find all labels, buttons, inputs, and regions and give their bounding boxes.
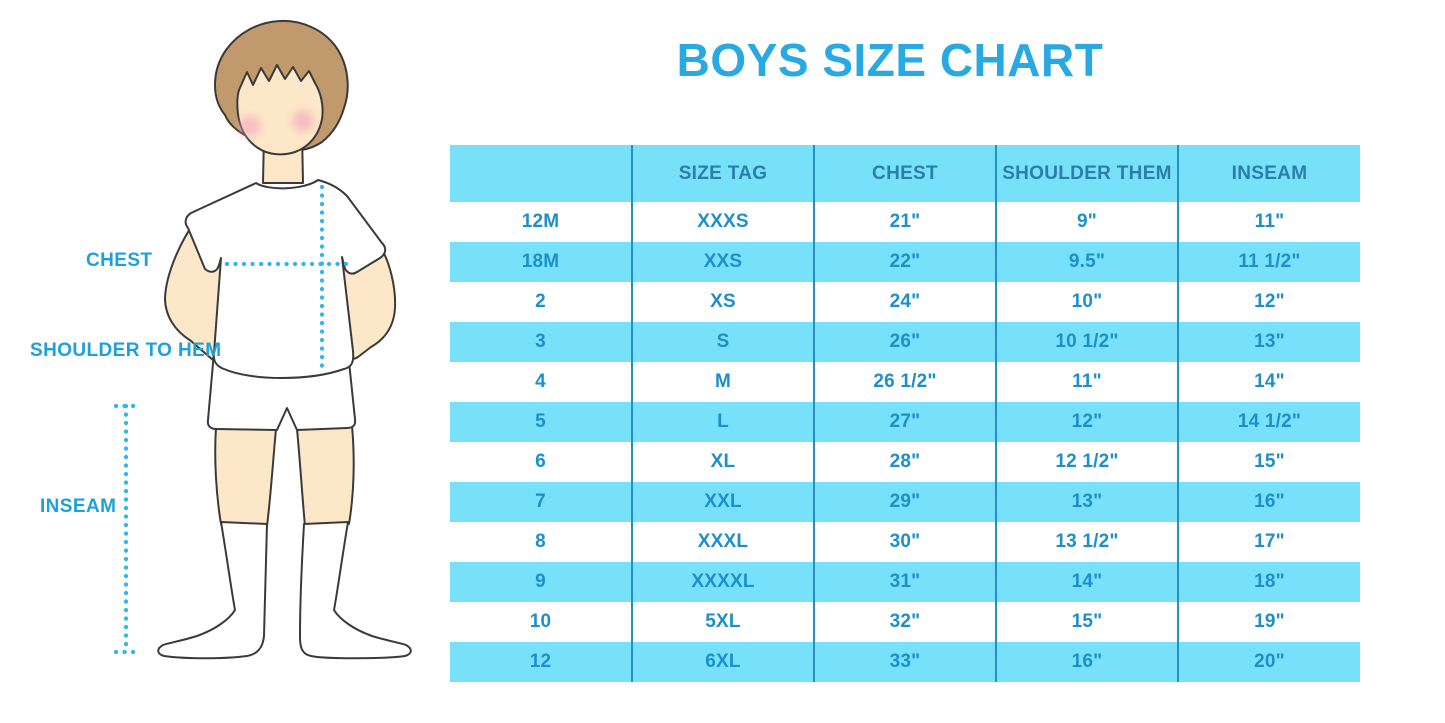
row-value-cell: 13" [1177, 322, 1360, 362]
row-size-cell: 12 [450, 642, 632, 682]
size-chart-table: SIZE TAG CHEST SHOULDER THEM INSEAM 12M X… [450, 145, 1360, 682]
table-row: 12 6XL 33" 16" 20" [450, 642, 1360, 682]
size-chart-table-wrap: SIZE TAG CHEST SHOULDER THEM INSEAM 12M X… [450, 145, 1360, 682]
row-size-cell: 10 [529, 611, 552, 632]
row-value-cell: 11" [1177, 202, 1360, 242]
table-row: 4 M 26 1/2" 11" 14" [450, 362, 1360, 402]
row-value-cell: 28" [813, 442, 996, 482]
table-row: 2 XS 24" 10" 12" [450, 282, 1360, 322]
row-size-cell: 7 [450, 482, 632, 522]
left-sock [157, 521, 268, 660]
row-value-cell: L [631, 402, 814, 442]
row-value-cell: 29" [813, 482, 996, 522]
table-row: 18M XXS 22" 9.5" 11 1/2" [450, 242, 1360, 282]
row-value-cell: 12 1/2" [995, 442, 1178, 482]
row-value-cell: 16" [995, 642, 1178, 682]
row-value-cell: 20" [1177, 642, 1360, 682]
row-size-cell: 2 [535, 291, 546, 312]
header-cell-inseam: INSEAM [1177, 145, 1360, 202]
inseam-label: INSEAM [40, 496, 117, 517]
row-value-cell: 24" [813, 282, 996, 322]
table-row: 9 XXXXL 31" 14" 18" [450, 562, 1360, 602]
row-value-cell: 6XL [631, 642, 814, 682]
row-value-cell: 14" [1177, 362, 1360, 402]
header-cell-blank [450, 145, 632, 202]
row-value-cell: 17" [1177, 522, 1360, 562]
row-size-cell: 4 [535, 371, 546, 392]
table-row: 10 5XL 32" 15" 19" [450, 602, 1360, 642]
row-value-cell: 30" [813, 522, 996, 562]
row-value-cell: S [631, 322, 814, 362]
right-cheek-blush [292, 110, 314, 132]
row-value-cell: 11 1/2" [1177, 242, 1360, 282]
row-value-cell: XXXS [631, 202, 814, 242]
row-value-cell: 15" [1177, 442, 1360, 482]
row-value-cell: XXXXL [631, 562, 814, 602]
row-size-cell: 8 [535, 531, 546, 552]
row-value-cell: 9" [995, 202, 1178, 242]
row-value-cell: 12" [1177, 282, 1360, 322]
right-sock [299, 521, 412, 660]
row-value-cell: 16" [1177, 482, 1360, 522]
row-value-cell: 5XL [631, 602, 814, 642]
size-table-body: 12M XXXS 21" 9" 11" 18M XXS 22" 9.5" 11 1/2" 2 XS 24… [450, 202, 1360, 682]
row-value-cell: M [631, 362, 814, 402]
row-value-cell: 22" [813, 242, 996, 282]
row-value-cell: XS [631, 282, 814, 322]
table-header-row: SIZE TAG CHEST SHOULDER THEM INSEAM [450, 145, 1360, 202]
row-value-cell: 32" [813, 602, 996, 642]
chest-label: CHEST [86, 250, 153, 271]
row-value-cell: 15" [995, 602, 1178, 642]
row-size-cell: 12M [521, 211, 560, 232]
row-value-cell: 14" [995, 562, 1178, 602]
row-value-cell: XXXL [631, 522, 814, 562]
row-value-cell: 10 1/2" [995, 322, 1178, 362]
row-value-cell: XXL [631, 482, 814, 522]
row-value-cell: 13 1/2" [995, 522, 1178, 562]
row-size-cell: 6 [535, 451, 546, 472]
table-row: 3 S 26" 10 1/2" 13" [450, 322, 1360, 362]
row-value-cell: 26 1/2" [813, 362, 996, 402]
row-size-cell: 5 [450, 402, 632, 442]
row-size-cell: 3 [450, 322, 632, 362]
table-row: 6 XL 28" 12 1/2" 15" [450, 442, 1360, 482]
row-value-cell: 14 1/2" [1177, 402, 1360, 442]
left-leg [214, 426, 277, 527]
header-cell-size-tag: SIZE TAG [631, 145, 814, 202]
row-value-cell: 11" [995, 362, 1178, 402]
boy-measurement-illustration: CHEST SHOULDER TO HEM INSEAM [0, 0, 450, 723]
table-row: 5 L 27" 12" 14 1/2" [450, 402, 1360, 442]
row-value-cell: 12" [995, 402, 1178, 442]
boy-figure-drawing [113, 19, 412, 660]
page-title: BOYS SIZE CHART [676, 34, 1104, 86]
table-row: 8 XXXL 30" 13 1/2" 17" [450, 522, 1360, 562]
header-cell-shoulder-hem: SHOULDER THEM [995, 145, 1178, 202]
row-value-cell: 10" [995, 282, 1178, 322]
row-value-cell: 21" [813, 202, 996, 242]
shoulder-to-hem-label: SHOULDER TO HEM [30, 340, 222, 361]
row-size-cell: 9 [450, 562, 632, 602]
left-cheek-blush [239, 115, 261, 137]
row-value-cell: 31" [813, 562, 996, 602]
row-value-cell: XL [631, 442, 814, 482]
tshirt [184, 179, 387, 379]
row-value-cell: 33" [813, 642, 996, 682]
row-value-cell: 27" [813, 402, 996, 442]
table-row: 7 XXL 29" 13" 16" [450, 482, 1360, 522]
right-leg [296, 425, 355, 527]
row-value-cell: 19" [1177, 602, 1360, 642]
row-value-cell: XXS [631, 242, 814, 282]
row-size-cell: 18M [450, 242, 632, 282]
row-value-cell: 26" [813, 322, 996, 362]
table-row: 12M XXXS 21" 9" 11" [450, 202, 1360, 242]
row-value-cell: 13" [995, 482, 1178, 522]
row-value-cell: 18" [1177, 562, 1360, 602]
header-cell-chest: CHEST [813, 145, 996, 202]
row-value-cell: 9.5" [995, 242, 1178, 282]
face [236, 64, 324, 156]
